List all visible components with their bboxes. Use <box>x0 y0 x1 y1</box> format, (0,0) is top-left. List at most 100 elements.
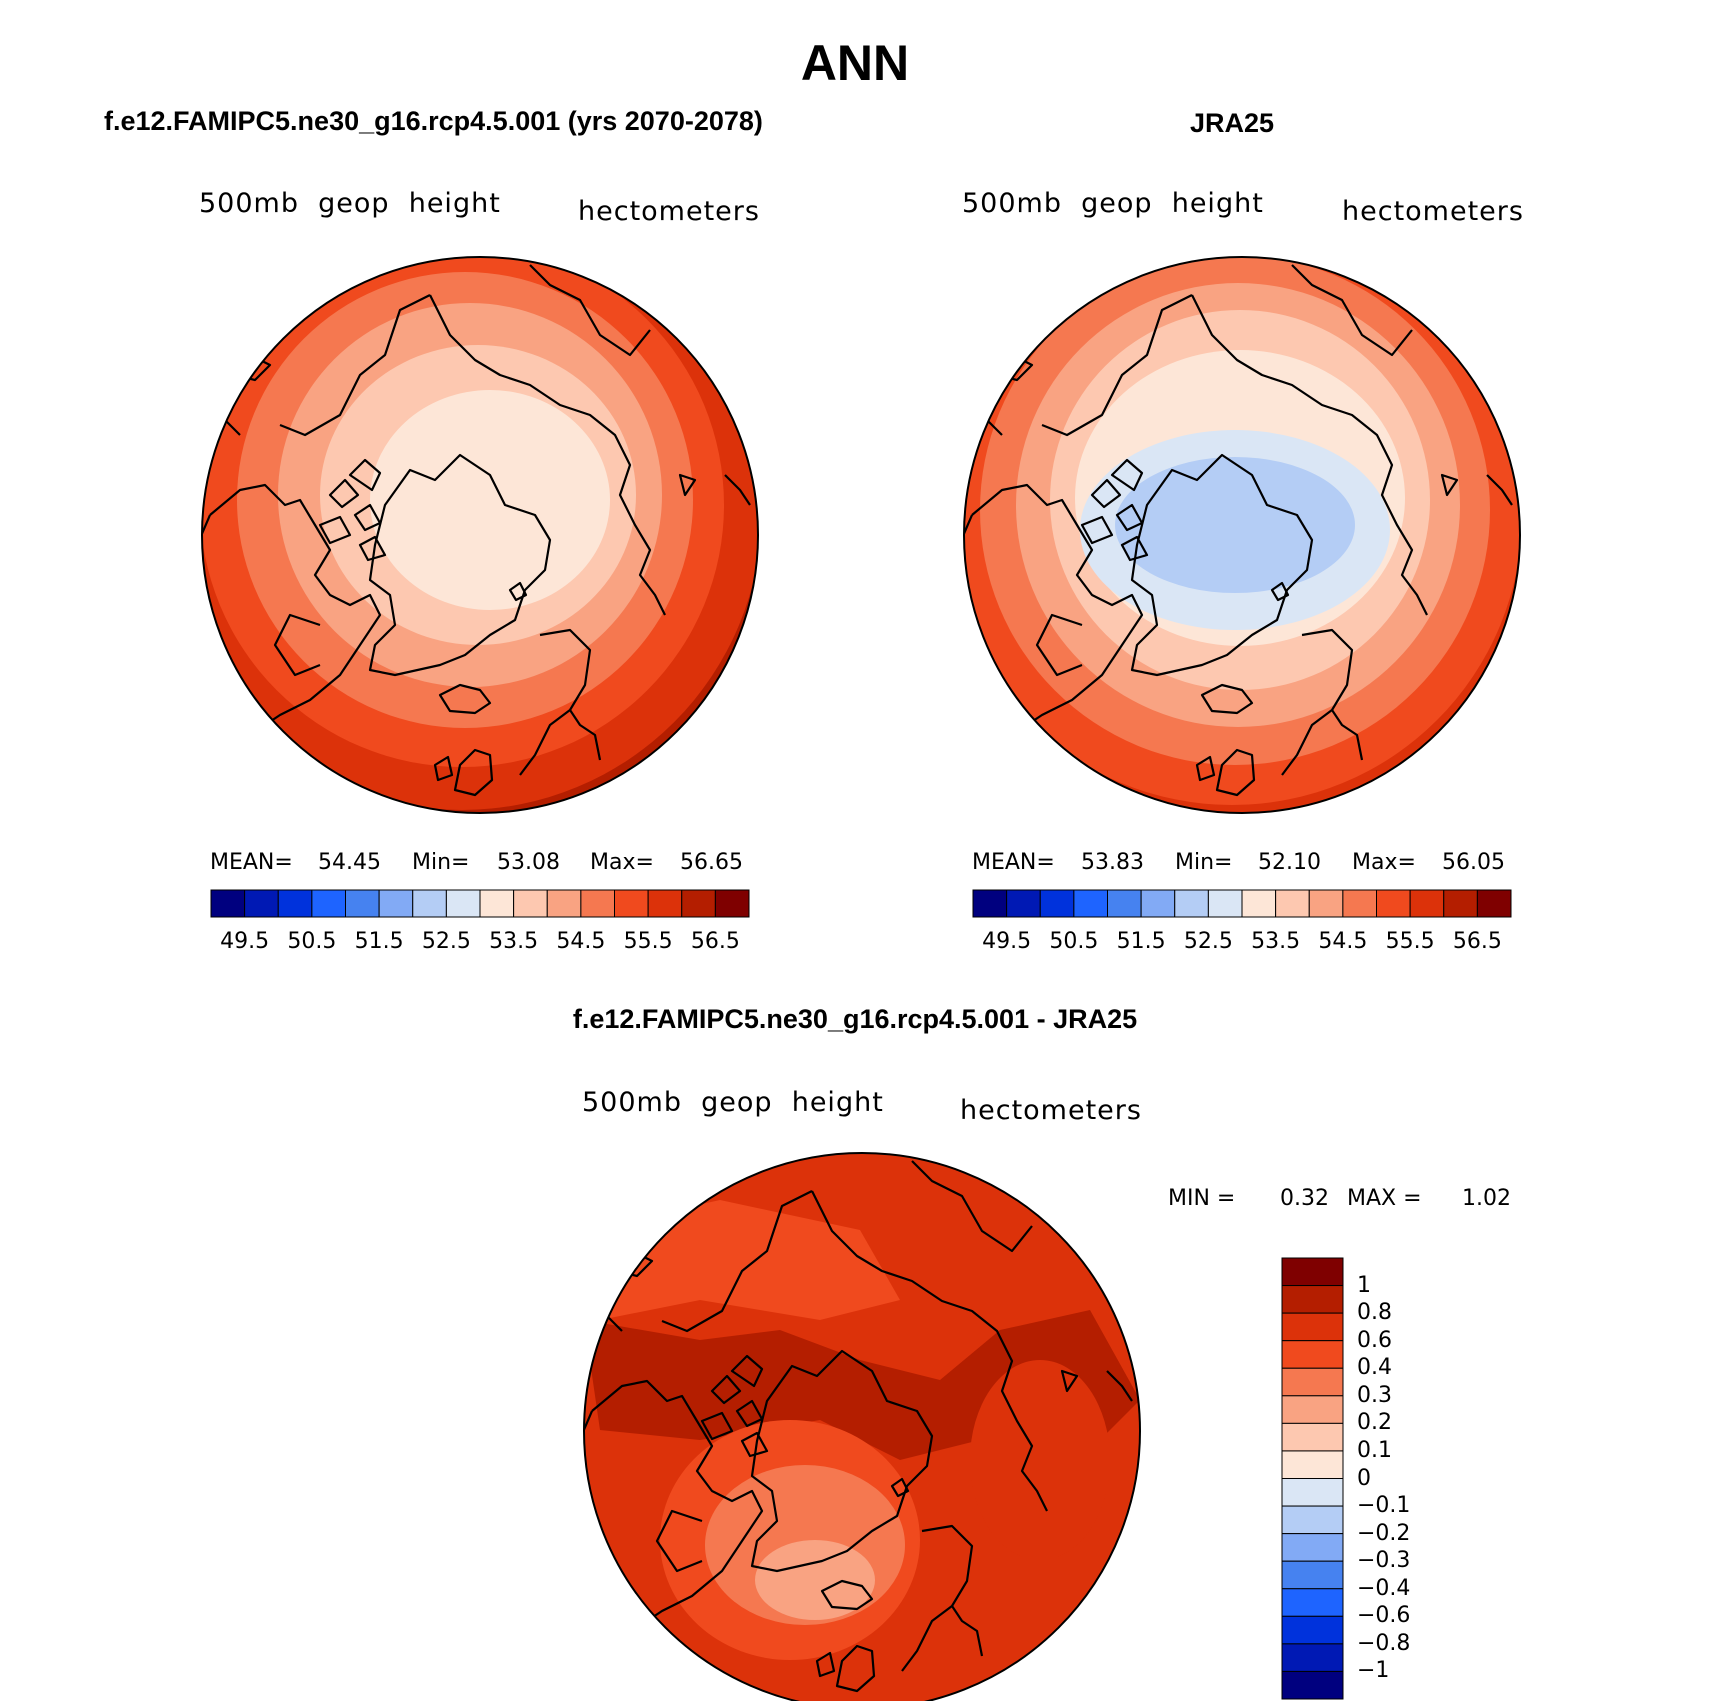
colorbar-tick-label: 0.6 <box>1357 1327 1392 1353</box>
colorbar-tick-label: 56.5 <box>1452 929 1502 954</box>
colorbar-tick-label: 56.5 <box>690 929 740 954</box>
colorbar-swatch <box>681 889 716 918</box>
left-min-label: Min= <box>412 850 470 875</box>
colorbar-tick-label: 49.5 <box>982 929 1032 954</box>
colorbar-tick-label: 52.5 <box>1183 929 1233 954</box>
colorbar-swatch <box>1281 1643 1344 1672</box>
colorbar-tick-label: −0.6 <box>1357 1603 1411 1629</box>
colorbar-swatch <box>378 889 414 918</box>
colorbar-tick-label: 53.5 <box>489 929 539 954</box>
colorbar-tick-label: 52.5 <box>421 929 471 954</box>
diff-var-label: 500mb geop height <box>582 1087 884 1118</box>
colorbar-swatch <box>1073 889 1108 918</box>
colorbar-swatch <box>1308 889 1344 918</box>
left-colorbar <box>210 889 750 918</box>
colorbar-swatch <box>1281 1588 1344 1617</box>
left-map <box>201 256 759 814</box>
colorbar-tick-label: 0.4 <box>1357 1355 1392 1381</box>
right-map-border <box>963 256 1521 814</box>
colorbar-swatch <box>1140 889 1176 918</box>
left-units-label: hectometers <box>578 196 760 227</box>
left-min-value: 53.08 <box>497 850 560 875</box>
colorbar-swatch <box>1281 1312 1344 1342</box>
diff-map-border <box>583 1152 1141 1701</box>
colorbar-tick-label: 53.5 <box>1251 929 1301 954</box>
colorbar-swatch <box>1281 1505 1344 1535</box>
colorbar-tick-label: −0.2 <box>1357 1520 1411 1546</box>
colorbar-swatch <box>311 889 346 918</box>
colorbar-swatch <box>1281 1285 1344 1314</box>
colorbar-swatch <box>1241 889 1277 918</box>
colorbar-swatch <box>244 889 279 918</box>
colorbar-tick-label: 0 <box>1357 1465 1371 1491</box>
colorbar-tick-label: 0.3 <box>1357 1382 1392 1408</box>
colorbar-swatch <box>614 889 649 918</box>
colorbar-tick-label: 55.5 <box>1385 929 1435 954</box>
diff-units-label: hectometers <box>960 1095 1142 1126</box>
figure-title: ANN <box>800 35 910 91</box>
colorbar-tick-label: 49.5 <box>220 929 270 954</box>
colorbar-swatch <box>445 889 481 918</box>
diff-map <box>583 1152 1141 1701</box>
colorbar-swatch <box>412 889 447 918</box>
right-max-value: 56.05 <box>1442 850 1505 875</box>
colorbar-swatch <box>1207 889 1243 918</box>
colorbar-tick-label: 54.5 <box>556 929 606 954</box>
colorbar-swatch <box>580 889 615 918</box>
colorbar-tick-label: −0.4 <box>1357 1575 1411 1601</box>
colorbar-tick-label: 51.5 <box>1116 929 1166 954</box>
colorbar-swatch <box>1275 889 1310 918</box>
diff-max-value: 1.02 <box>1462 1186 1511 1211</box>
colorbar-swatch <box>546 889 582 918</box>
left-panel-title: f.e12.FAMIPC5.ne30_g16.rcp4.5.001 (yrs 2… <box>104 106 763 136</box>
left-mean-label: MEAN= <box>210 850 293 875</box>
right-panel-title: JRA25 <box>1190 108 1275 138</box>
colorbar-tick-label: 0.2 <box>1357 1410 1392 1436</box>
colorbar-swatch <box>1039 889 1075 918</box>
colorbar-swatch <box>1281 1670 1344 1700</box>
diff-min-label: MIN = <box>1168 1186 1236 1211</box>
colorbar-swatch <box>277 889 313 918</box>
right-min-value: 52.10 <box>1258 850 1321 875</box>
right-var-label: 500mb geop height <box>962 188 1264 219</box>
colorbar-swatch <box>1376 889 1411 918</box>
right-map <box>963 256 1521 814</box>
diff-colorbar <box>1281 1257 1344 1700</box>
colorbar-tick-label: 54.5 <box>1318 929 1368 954</box>
colorbar-swatch <box>1281 1478 1344 1507</box>
right-units-label: hectometers <box>1342 196 1524 227</box>
left-mean-value: 54.45 <box>318 850 381 875</box>
right-max-label: Max= <box>1352 850 1416 875</box>
colorbar-tick-label: 51.5 <box>354 929 404 954</box>
colorbar-swatch <box>714 889 750 918</box>
right-mean-label: MEAN= <box>972 850 1055 875</box>
colorbar-swatch <box>1281 1560 1344 1590</box>
right-min-label: Min= <box>1175 850 1233 875</box>
colorbar-swatch <box>345 889 380 918</box>
colorbar-swatch <box>1409 889 1445 918</box>
colorbar-swatch <box>1174 889 1209 918</box>
colorbar-swatch <box>1281 1367 1344 1397</box>
colorbar-tick-label: 50.5 <box>1049 929 1099 954</box>
colorbar-tick-label: 1 <box>1357 1272 1371 1298</box>
colorbar-tick-label: −0.3 <box>1357 1548 1411 1574</box>
colorbar-swatch <box>1281 1450 1344 1479</box>
colorbar-swatch <box>647 889 683 918</box>
colorbar-tick-label: 55.5 <box>623 929 673 954</box>
colorbar-swatch <box>513 889 548 918</box>
colorbar-tick-label: −0.1 <box>1357 1493 1411 1519</box>
colorbar-tick-label: 50.5 <box>287 929 337 954</box>
colorbar-swatch <box>1281 1395 1344 1424</box>
colorbar-swatch <box>1281 1615 1344 1645</box>
colorbar-swatch <box>210 889 246 918</box>
right-colorbar <box>972 889 1512 918</box>
colorbar-tick-label: 0.8 <box>1357 1300 1392 1326</box>
diff-min-value: 0.32 <box>1280 1186 1329 1211</box>
colorbar-swatch <box>1107 889 1142 918</box>
left-max-value: 56.65 <box>680 850 743 875</box>
colorbar-swatch <box>1281 1340 1344 1369</box>
left-var-label: 500mb geop height <box>199 188 501 219</box>
diff-panel-title: f.e12.FAMIPC5.ne30_g16.rcp4.5.001 - JRA2… <box>572 1004 1138 1034</box>
colorbar-tick-label: −0.8 <box>1357 1630 1411 1656</box>
